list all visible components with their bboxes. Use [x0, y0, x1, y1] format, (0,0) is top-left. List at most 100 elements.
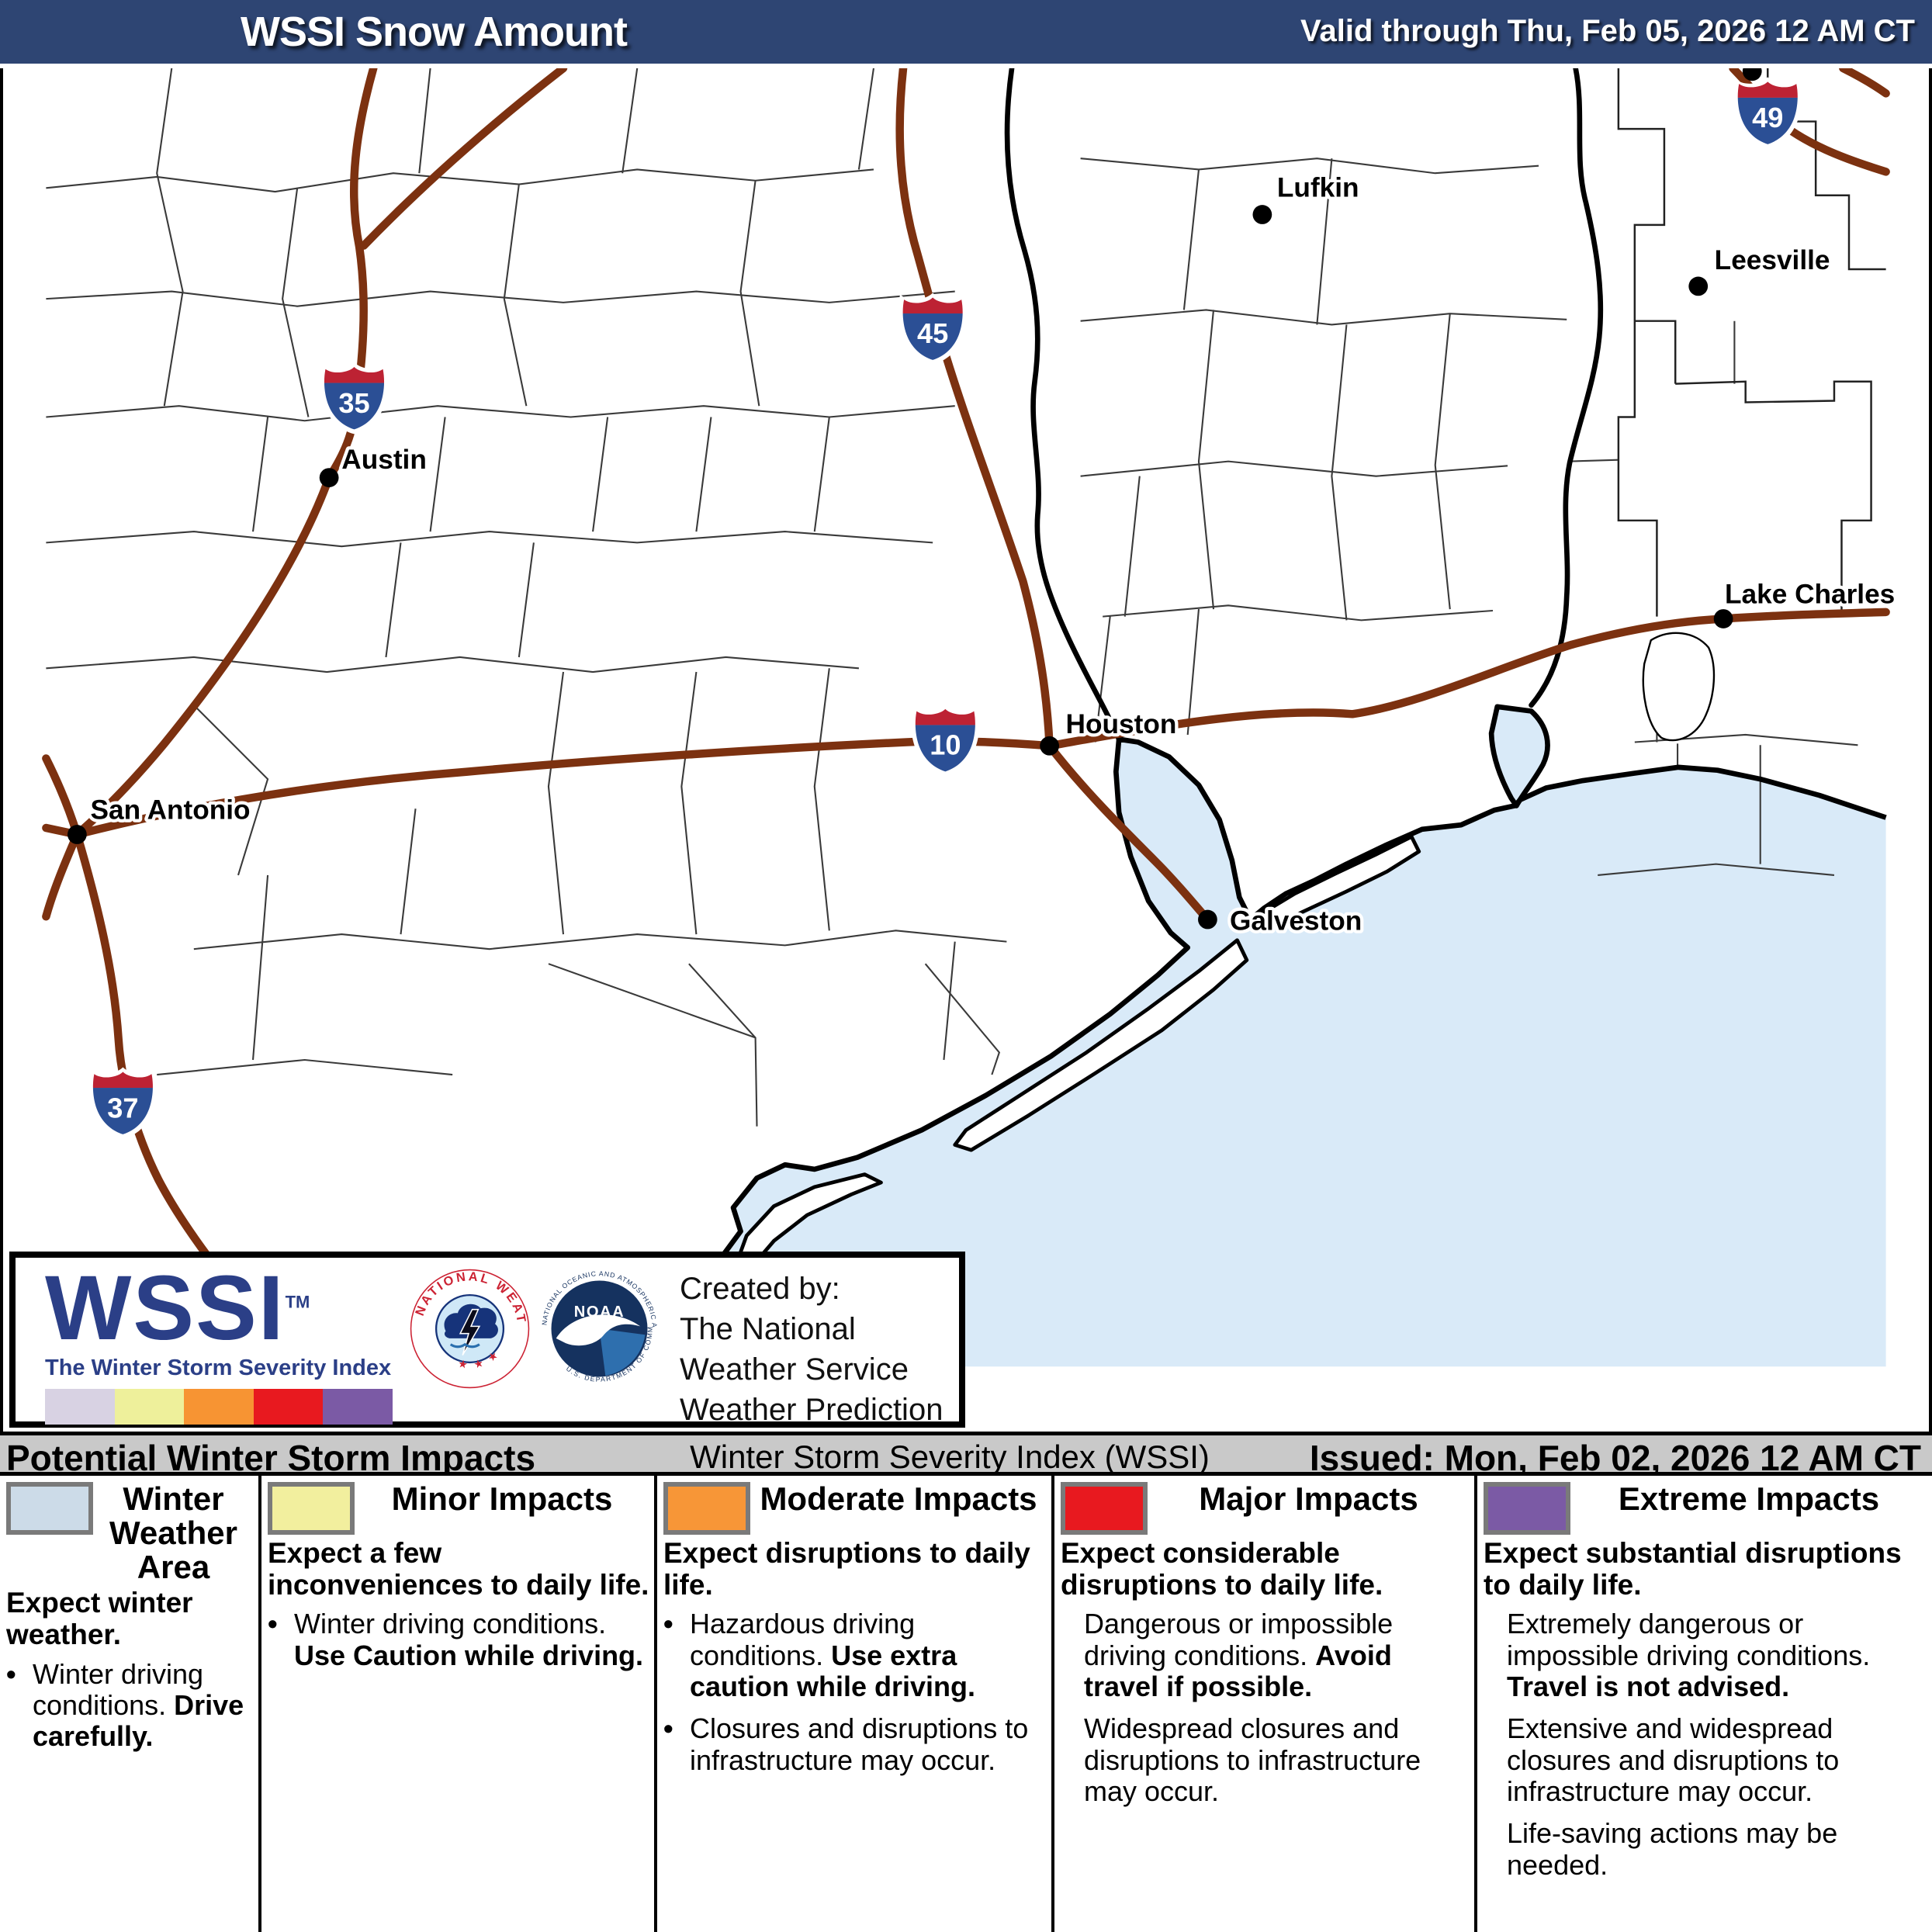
- road-i35-austin-sanantonio: [73, 473, 334, 839]
- trademark: TM: [285, 1292, 310, 1312]
- road-sa-northwest: [42, 754, 81, 839]
- interstate-37-number: 37: [107, 1092, 138, 1124]
- legend-column-winter-weather-area: Winter Weather Area Expect winter weather…: [0, 1476, 258, 1932]
- bullet-icon: •: [663, 1712, 673, 1745]
- city-dot-lufkin: [1252, 205, 1272, 224]
- noaa-logo: NOAA NATIONAL OCEANIC AND ATMOSPHERIC AD…: [539, 1269, 659, 1388]
- legend-intro: Expect considerable disruptions to daily…: [1061, 1537, 1383, 1601]
- parish-boundaries: [1617, 68, 1886, 617]
- created-by-line: The National Weather Service: [680, 1312, 909, 1387]
- wssi-severity-scale: [45, 1389, 393, 1425]
- interstate-49-number: 49: [1752, 102, 1783, 133]
- city-dot-galveston: [1198, 909, 1217, 930]
- noaa-text: NOAA: [574, 1304, 625, 1321]
- city-dot-san-antonio: [67, 825, 87, 844]
- nws-lightning-icon: [459, 1308, 481, 1356]
- scale-swatch: [45, 1389, 115, 1425]
- interstate-35-number: 35: [338, 387, 369, 419]
- legend-intro: Expect disruptions to daily life.: [663, 1537, 1030, 1601]
- bolivar-peninsula: [1255, 835, 1421, 930]
- legend-item: • Closures and disruptions to infrastruct…: [663, 1712, 1029, 1776]
- interstate-45-number: 45: [917, 317, 948, 349]
- impacts-legend: Winter Weather Area Expect winter weather…: [0, 1476, 1932, 1932]
- legend-column-extreme-impacts: Extreme Impacts Expect substantial disrup…: [1474, 1476, 1932, 1932]
- road-i10-east: [1045, 608, 1890, 750]
- legend-column-minor-impacts: Minor Impacts Expect a few inconveniences…: [258, 1476, 654, 1932]
- legend-title: Minor Impacts: [391, 1480, 613, 1517]
- scale-swatch: [323, 1389, 393, 1425]
- legend-swatch-minor-impacts: [268, 1482, 355, 1535]
- gulf-coastline: [686, 736, 1887, 1367]
- created-by-line: Created by:: [680, 1272, 840, 1306]
- scale-swatch: [184, 1389, 254, 1425]
- wssi-logo-box: WSSITM The Winter Storm Severity Index N…: [9, 1252, 965, 1467]
- wssi-branding: WSSITM The Winter Storm Severity Index: [16, 1258, 410, 1425]
- legend-column-moderate-impacts: Moderate Impacts Expect disruptions to da…: [654, 1476, 1051, 1932]
- legend-item: Life-saving actions may be needed.: [1507, 1817, 1838, 1881]
- city-dot-lake-charles: [1713, 609, 1733, 628]
- wssi-tagline: The Winter Storm Severity Index: [45, 1356, 392, 1380]
- sabine-river-state-line: [1529, 68, 1604, 708]
- wssi-logo-text: WSSITM: [45, 1257, 310, 1359]
- scale-swatch: [114, 1389, 185, 1425]
- wssi-subtitle: Winter Storm Severity Index (WSSI): [690, 1439, 1210, 1475]
- legend-intro: Expect winter weather.: [6, 1587, 193, 1650]
- legend-title: Winter Weather Area: [109, 1480, 237, 1586]
- map-area: 35 45 10 37 49 Lufkin Leesville Austin San Anto…: [0, 68, 1932, 1432]
- issued-timestamp: Issued: Mon, Feb 02, 2026 12 AM CT: [1309, 1438, 1921, 1478]
- legend-item: • Winter driving conditions. Use Caution …: [268, 1608, 644, 1671]
- legend-swatch-extreme-impacts: [1484, 1482, 1570, 1535]
- sabine-lake: [1488, 704, 1550, 808]
- city-label-austin: Austin: [341, 445, 427, 475]
- legend-swatch-major-impacts: [1061, 1482, 1148, 1535]
- legend-item: Dangerous or impossible driving conditio…: [1084, 1608, 1394, 1702]
- city-dot-leesville: [1688, 276, 1709, 296]
- legend-item: • Hazardous driving conditions. Use extra…: [663, 1608, 976, 1702]
- legend-swatch-moderate-impacts: [663, 1482, 750, 1535]
- city-layer: Lufkin Leesville Austin San Antonio Houston G…: [67, 68, 1899, 940]
- legend-swatch-winter-weather-area: [6, 1482, 93, 1535]
- legend-item: Widespread closures and disruptions to i…: [1084, 1712, 1421, 1807]
- city-dot-houston: [1040, 736, 1059, 756]
- header-bar: WSSI Snow Amount Valid through Thu, Feb …: [0, 0, 1932, 68]
- city-dot: [1742, 68, 1762, 81]
- legend-intro: Expect a few inconveniences to daily lif…: [268, 1537, 649, 1601]
- galveston-island: [953, 938, 1249, 1152]
- city-dot-austin: [319, 468, 339, 487]
- valid-through-text: Valid through Thu, Feb 05, 2026 12 AM CT: [1300, 14, 1915, 48]
- legend-item: Extensive and widespread closures and di…: [1507, 1712, 1840, 1807]
- bullet-icon: •: [6, 1657, 16, 1690]
- map-svg: 35 45 10 37 49 Lufkin Leesville Austin San Anto…: [42, 68, 1899, 1371]
- impacts-title: Potential Winter Storm Impacts: [6, 1438, 536, 1478]
- road-feeder-northwest: [359, 68, 568, 250]
- created-by-block: Created by: The National Weather Service…: [660, 1258, 959, 1470]
- road-i35-north: [324, 68, 378, 482]
- road-sa-southwest: [42, 830, 81, 921]
- bullet-icon: •: [268, 1608, 278, 1640]
- city-label-lake-charles: Lake Charles: [1725, 579, 1895, 609]
- city-label-lufkin: Lufkin: [1277, 173, 1359, 203]
- city-label-houston: Houston: [1066, 709, 1177, 739]
- calcasieu-lake: [1642, 632, 1716, 742]
- impacts-title-bar: Potential Winter Storm Impacts Winter St…: [0, 1432, 1932, 1478]
- legend-column-major-impacts: Major Impacts Expect considerable disrupt…: [1051, 1476, 1474, 1932]
- road-i45-galveston: [1045, 742, 1212, 924]
- legend-title: Moderate Impacts: [760, 1480, 1037, 1517]
- county-boundaries: [46, 68, 1858, 1127]
- legend-title: Extreme Impacts: [1618, 1480, 1880, 1517]
- nws-logo: NATIONAL WEATHER SERVICE ★ ★ ★: [410, 1269, 530, 1389]
- legend-item: • Winter driving conditions. Drive carefu…: [6, 1657, 244, 1753]
- road-i45: [895, 68, 1054, 750]
- interstate-10-number: 10: [930, 729, 961, 761]
- city-label-leesville: Leesville: [1715, 245, 1830, 275]
- trinity-river: [1004, 68, 1122, 743]
- page-title: WSSI Snow Amount: [241, 9, 628, 55]
- scale-swatch: [253, 1389, 324, 1425]
- legend-intro: Expect substantial disruptions to daily …: [1484, 1537, 1902, 1601]
- city-label-galveston: Galveston: [1230, 905, 1362, 936]
- gulf-of-mexico: [688, 739, 1886, 1367]
- bullet-icon: •: [663, 1608, 673, 1640]
- road-corner-northeast: [1839, 68, 1890, 98]
- legend-item: Extremely dangerous or impossible drivin…: [1507, 1608, 1871, 1702]
